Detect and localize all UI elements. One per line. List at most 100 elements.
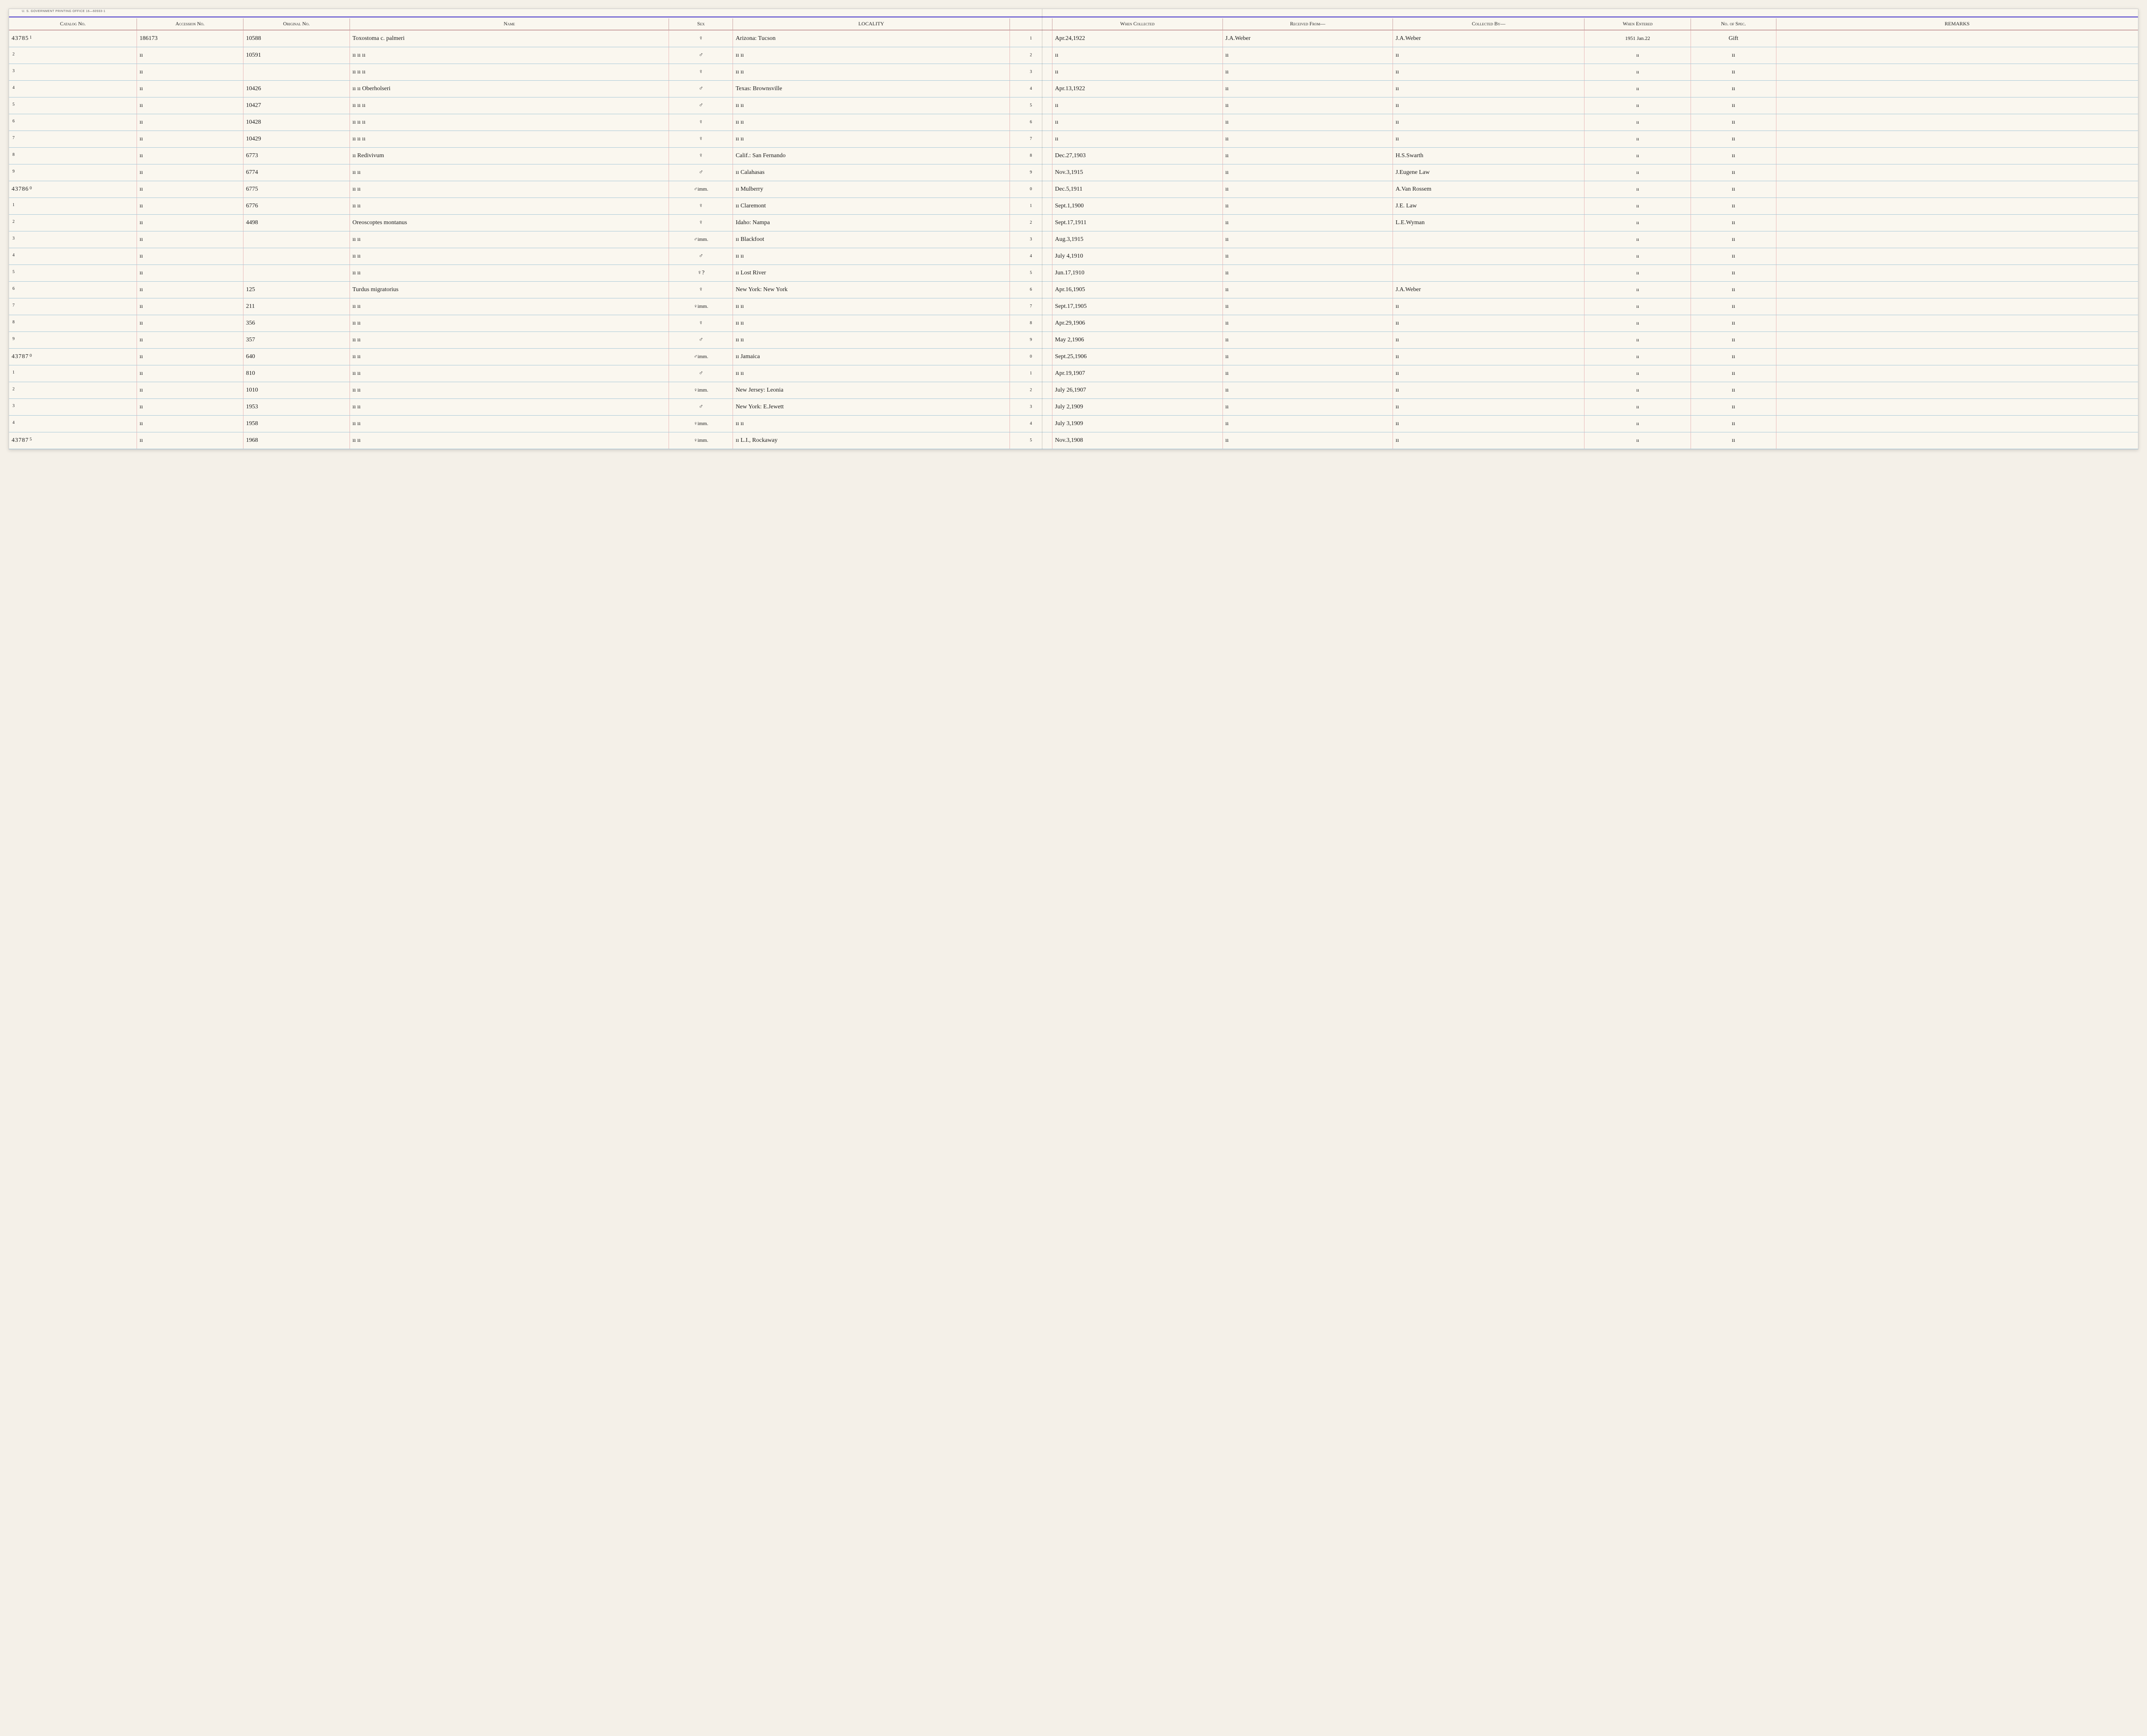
col-catalog-header: Catalog No. bbox=[9, 18, 137, 30]
collected-cell: Apr.24,1922 bbox=[1052, 30, 1223, 47]
spec-cell: ıı bbox=[1691, 114, 1776, 131]
accession-cell: ıı bbox=[137, 432, 243, 449]
collector-cell: ıı bbox=[1393, 365, 1584, 382]
locality-cell: ıı ıı bbox=[733, 47, 1010, 64]
collector-cell: ıı bbox=[1393, 415, 1584, 432]
entered-cell: ıı bbox=[1584, 64, 1691, 80]
catalog-cell: 8 bbox=[9, 315, 137, 331]
remarks-cell bbox=[1776, 281, 2138, 298]
spec-cell: ıı bbox=[1691, 147, 1776, 164]
idx-cell: 7 bbox=[1010, 131, 1052, 147]
idx-cell: 1 bbox=[1010, 30, 1052, 47]
table-row: 6ıı10428ıı ıı ıı♀ıı ıı6ıııııııııı bbox=[9, 114, 2138, 131]
remarks-cell bbox=[1776, 348, 2138, 365]
name-cell: ıı ıı ıı bbox=[350, 64, 669, 80]
sex-cell: ♀ bbox=[669, 315, 733, 331]
collector-cell bbox=[1393, 248, 1584, 265]
locality-cell: ıı ıı bbox=[733, 114, 1010, 131]
entered-cell: ıı bbox=[1584, 415, 1691, 432]
spec-cell: ıı bbox=[1691, 365, 1776, 382]
table-header: Catalog No. Accession No. Original No. N… bbox=[9, 18, 2138, 30]
catalog-row-digit: 7 bbox=[12, 136, 15, 140]
name-cell: ıı ıı bbox=[350, 231, 669, 248]
original-cell: 1958 bbox=[243, 415, 350, 432]
original-cell: 357 bbox=[243, 331, 350, 348]
collected-cell: Sept.1,1900 bbox=[1052, 198, 1223, 214]
name-cell: ıı ıı bbox=[350, 298, 669, 315]
remarks-cell bbox=[1776, 248, 2138, 265]
name-cell: ıı ıı bbox=[350, 265, 669, 281]
collected-cell: Dec.5,1911 bbox=[1052, 181, 1223, 198]
received-cell: ıı bbox=[1223, 80, 1393, 97]
name-cell: ıı ıı bbox=[350, 382, 669, 398]
original-cell: 10428 bbox=[243, 114, 350, 131]
collected-cell: July 26,1907 bbox=[1052, 382, 1223, 398]
received-cell: ıı bbox=[1223, 97, 1393, 114]
accession-cell: ıı bbox=[137, 365, 243, 382]
spec-cell: ıı bbox=[1691, 331, 1776, 348]
spec-cell: ıı bbox=[1691, 214, 1776, 231]
remarks-cell bbox=[1776, 331, 2138, 348]
catalog-cell: 8 bbox=[9, 147, 137, 164]
original-cell: 4498 bbox=[243, 214, 350, 231]
table-row: 1ıı810ıı ıı♂ıı ıı1Apr.19,1907ıııııııı bbox=[9, 365, 2138, 382]
catalog-cell: 7 bbox=[9, 131, 137, 147]
catalog-cell: 2 bbox=[9, 214, 137, 231]
collector-cell: ıı bbox=[1393, 315, 1584, 331]
received-cell: ıı bbox=[1223, 315, 1393, 331]
table-row: 8ıı6773ıı Redivivum♀Calif.: San Fernando… bbox=[9, 147, 2138, 164]
entered-cell: ıı bbox=[1584, 47, 1691, 64]
locality-cell: New Jersey: Leonia bbox=[733, 382, 1010, 398]
original-cell: 6776 bbox=[243, 198, 350, 214]
name-cell: ıı ıı bbox=[350, 198, 669, 214]
received-cell: ıı bbox=[1223, 64, 1393, 80]
collector-cell: ıı bbox=[1393, 64, 1584, 80]
remarks-cell bbox=[1776, 432, 2138, 449]
remarks-cell bbox=[1776, 398, 2138, 415]
col-original-header: Original No. bbox=[243, 18, 350, 30]
name-cell: ıı ıı bbox=[350, 415, 669, 432]
catalog-prefix: 43787 bbox=[12, 437, 29, 444]
remarks-cell bbox=[1776, 131, 2138, 147]
entered-cell: ıı bbox=[1584, 432, 1691, 449]
collected-cell: Apr.19,1907 bbox=[1052, 365, 1223, 382]
sex-cell: ♀ bbox=[669, 64, 733, 80]
table-row: 437860ıı6775ıı ıı♂imm.ıı Mulberry0Dec.5,… bbox=[9, 181, 2138, 198]
original-cell: 810 bbox=[243, 365, 350, 382]
collected-cell: July 3,1909 bbox=[1052, 415, 1223, 432]
entered-cell: ıı bbox=[1584, 331, 1691, 348]
collector-cell: ıı bbox=[1393, 298, 1584, 315]
accession-cell: ıı bbox=[137, 114, 243, 131]
table-row: 5ıııı ıı♀?ıı Lost River5Jun.17,1910ııııı… bbox=[9, 265, 2138, 281]
collected-cell: ıı bbox=[1052, 131, 1223, 147]
locality-cell: New York: New York bbox=[733, 281, 1010, 298]
catalog-row-digit: 5 bbox=[30, 437, 32, 442]
locality-cell: ıı ıı bbox=[733, 248, 1010, 265]
catalog-row-digit: 7 bbox=[12, 303, 15, 308]
name-cell: ıı Redivivum bbox=[350, 147, 669, 164]
spec-cell: ıı bbox=[1691, 131, 1776, 147]
catalog-cell: 437851 bbox=[9, 30, 137, 47]
locality-cell: ıı ıı bbox=[733, 331, 1010, 348]
idx-cell: 2 bbox=[1010, 382, 1052, 398]
sex-cell: ♂ bbox=[669, 164, 733, 181]
original-cell: 6774 bbox=[243, 164, 350, 181]
catalog-cell: 437860 bbox=[9, 181, 137, 198]
idx-cell: 2 bbox=[1010, 47, 1052, 64]
catalog-row-digit: 5 bbox=[12, 102, 15, 107]
table-row: 8ıı356ıı ıı♀ıı ıı8Apr.29,1906ıııııııı bbox=[9, 315, 2138, 331]
name-cell: Toxostoma c. palmeri bbox=[350, 30, 669, 47]
sex-cell: ♂ bbox=[669, 97, 733, 114]
table-row: 2ıı4498Oreoscoptes montanus♀Idaho: Nampa… bbox=[9, 214, 2138, 231]
collector-cell: H.S.Swarth bbox=[1393, 147, 1584, 164]
original-cell bbox=[243, 64, 350, 80]
collected-cell: ıı bbox=[1052, 64, 1223, 80]
received-cell: ıı bbox=[1223, 415, 1393, 432]
sex-cell: ♂ bbox=[669, 331, 733, 348]
collector-cell: J.Eugene Law bbox=[1393, 164, 1584, 181]
printer-imprint: U. S. GOVERNMENT PRINTING OFFICE 16—6093… bbox=[9, 9, 2138, 13]
collected-cell: ıı bbox=[1052, 47, 1223, 64]
catalog-row-digit: 3 bbox=[12, 404, 15, 408]
table-row: 4ıııı ıı♂ıı ıı4July 4,1910ıııııı bbox=[9, 248, 2138, 265]
catalog-row-digit: 9 bbox=[12, 169, 15, 174]
